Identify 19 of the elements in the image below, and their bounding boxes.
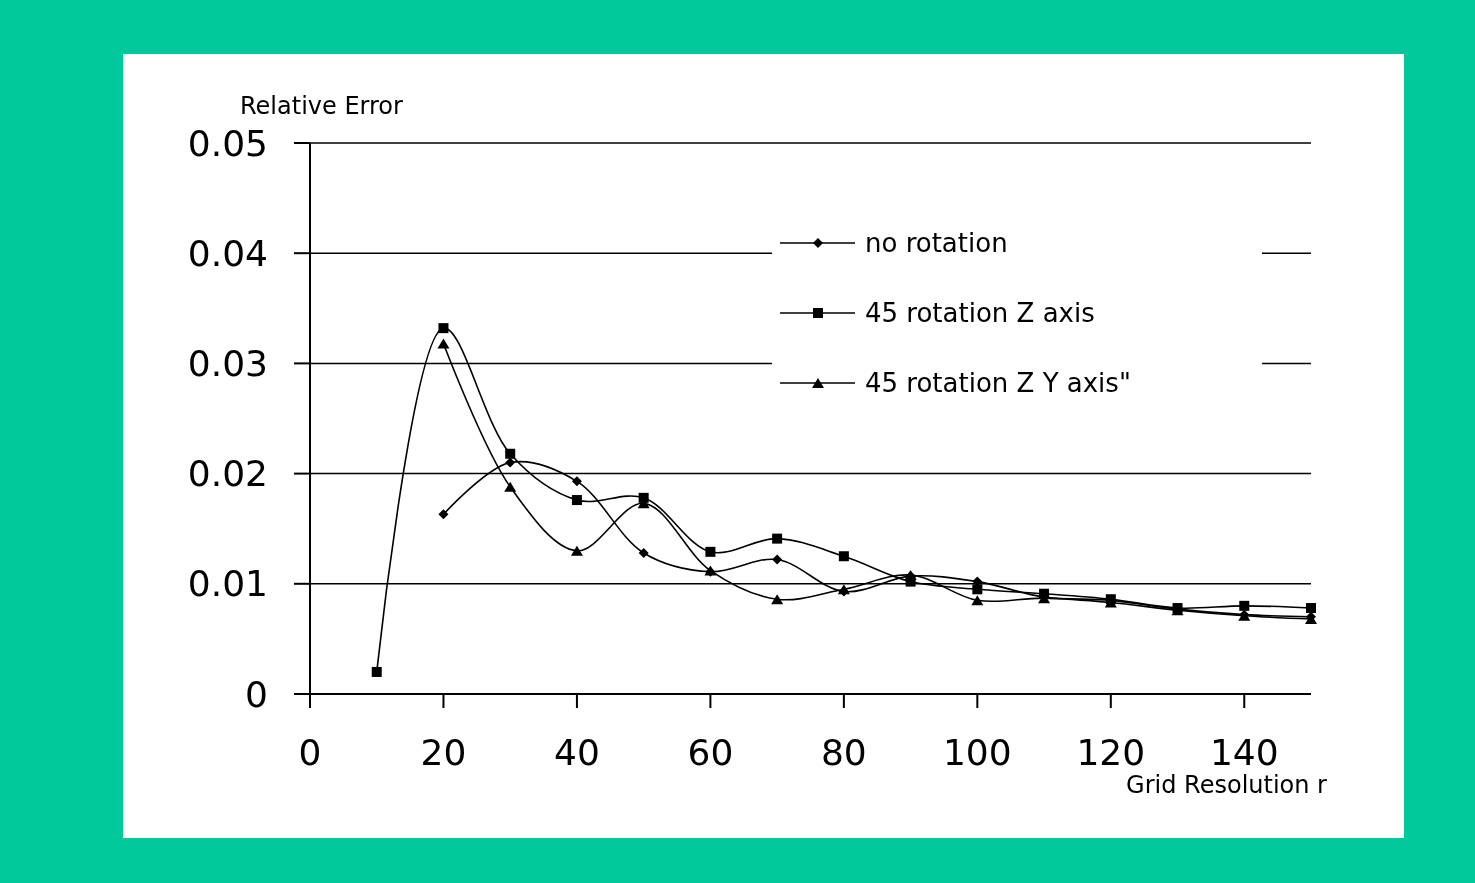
- x-tick-label: 120: [1076, 731, 1146, 773]
- x-axis-title: Grid Resolution r: [1126, 771, 1328, 799]
- y-tick-label: 0.04: [187, 232, 268, 274]
- legend-label: 45 rotation Z axis: [865, 298, 1095, 328]
- x-tick-label: 100: [942, 731, 1012, 773]
- x-tick-label: 80: [820, 731, 867, 773]
- legend-label: no rotation: [865, 228, 1008, 258]
- y-axis-title: Relative Error: [240, 92, 404, 120]
- y-tick-label: 0: [245, 673, 268, 715]
- x-tick-label: 0: [298, 731, 322, 773]
- x-tick-label: 140: [1209, 731, 1279, 773]
- y-tick-label: 0.02: [187, 453, 268, 495]
- y-tick-label: 0.03: [187, 342, 268, 384]
- x-tick-label: 60: [687, 731, 734, 773]
- y-tick-label: 0.05: [187, 122, 268, 164]
- y-tick-label: 0.01: [187, 563, 268, 605]
- legend-label: 45 rotation Z Y axis": [865, 368, 1131, 398]
- x-tick-label: 20: [420, 731, 467, 773]
- x-tick-label: 40: [554, 731, 600, 773]
